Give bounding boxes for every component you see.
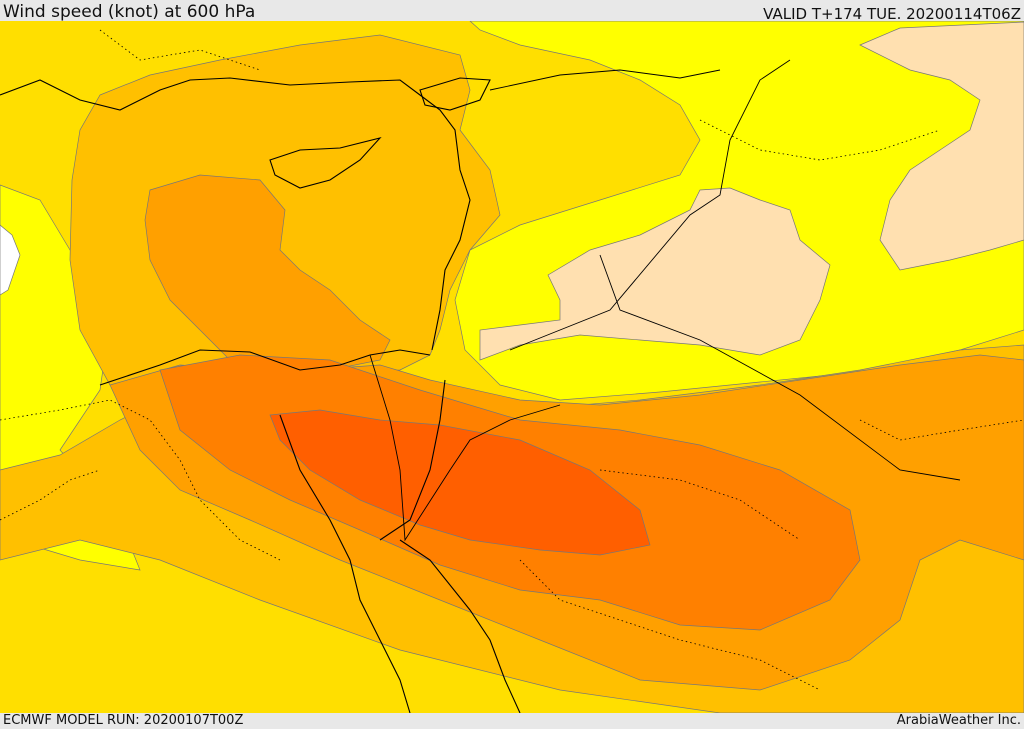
wind-band-level-4-mediterranean — [144, 174, 391, 373]
wind-speed-map[interactable] — [0, 21, 1024, 713]
sea-gap — [0, 224, 21, 296]
low-wind-patch-iraq — [479, 187, 831, 361]
borders — [369, 59, 961, 542]
admin-borders — [0, 29, 1024, 691]
low-wind-patch-northeast — [859, 21, 1024, 271]
wind-band-level-6 — [269, 409, 651, 556]
credit: ArabiaWeather Inc. — [896, 713, 1021, 728]
coastlines — [0, 77, 521, 713]
model-run: ECMWF MODEL RUN: 20200107T00Z — [3, 713, 244, 728]
valid-time: VALID T+174 TUE. 20200114T06Z — [763, 5, 1021, 23]
header-bar: Wind speed (knot) at 600 hPa VALID T+174… — [0, 0, 1024, 23]
footer-bar: ECMWF MODEL RUN: 20200107T00Z ArabiaWeat… — [0, 713, 1024, 729]
map-title: Wind speed (knot) at 600 hPa — [3, 2, 256, 22]
